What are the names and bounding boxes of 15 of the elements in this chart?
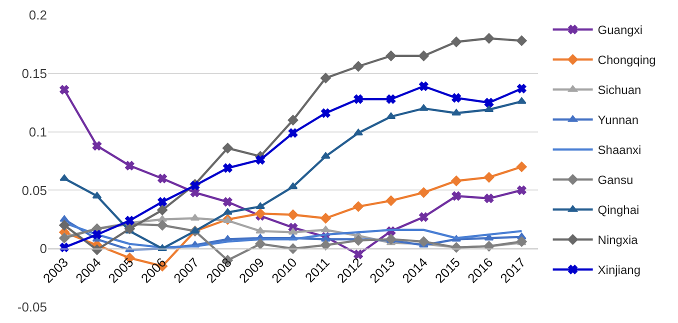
legend-label: Qinghai [598,203,640,218]
y-tick-label: 0 [40,241,47,256]
y-tick-label: 0.05 [22,182,47,198]
legend-label: Yunnan [598,113,639,128]
legend-label: Xinjiang [598,263,641,278]
legend-label: Chongqing [598,53,656,68]
legend-label: Guangxi [598,23,643,38]
y-tick-label: 0.2 [28,8,47,23]
y-tick-label: -0.05 [17,300,47,315]
legend-label: Sichuan [598,83,642,98]
legend-label: Ningxia [598,233,638,248]
legend-label: Shaanxi [598,143,642,158]
y-tick-label: 0.15 [22,66,47,81]
y-tick-label: 0.1 [28,124,47,140]
legend-label: Gansu [598,173,634,188]
